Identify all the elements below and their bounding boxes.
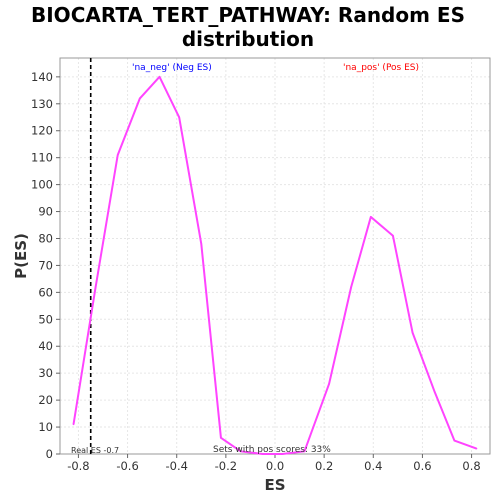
pos-es-legend-label: 'na_pos' (Pos ES) — [343, 63, 419, 73]
y-tick-label: 120 — [31, 124, 53, 138]
es-distribution-series-line — [72, 75, 477, 455]
x-axis-title: ES — [264, 476, 285, 494]
y-tick-label: 20 — [38, 393, 53, 407]
series-point — [116, 154, 119, 156]
y-axis-title: P(ES) — [12, 233, 30, 279]
y-tick-label: 110 — [31, 151, 53, 165]
y-tick-label: 70 — [38, 258, 53, 272]
x-tick-label: 0.6 — [413, 459, 431, 473]
neg-es-legend-label: 'na_neg' (Neg ES) — [132, 63, 212, 73]
series-point — [370, 216, 372, 218]
series-point — [94, 286, 97, 288]
y-tick-label: 60 — [38, 285, 53, 299]
y-tick-label: 40 — [38, 339, 53, 353]
series-point — [158, 76, 161, 78]
grid — [60, 58, 490, 455]
x-tick-label: 0.4 — [364, 459, 382, 473]
series-point — [139, 97, 141, 100]
series-point — [303, 450, 306, 453]
series-point — [200, 243, 203, 245]
series-point — [350, 286, 352, 288]
y-tick-label: 140 — [31, 70, 53, 84]
pos-scores-label: Sets with pos scores: 33% — [213, 445, 331, 455]
series-point — [453, 439, 456, 442]
series-point — [72, 423, 75, 426]
series-point — [433, 391, 436, 393]
series-point — [411, 331, 414, 334]
x-tick-label: 0.0 — [266, 459, 284, 473]
y-axis-ticks: 0 10 20 30 40 50 60 70 80 90 100 110 120 130 140 — [31, 70, 60, 461]
series-point — [261, 453, 264, 455]
y-tick-label: 130 — [31, 97, 53, 111]
series-point — [239, 450, 242, 453]
series-point — [475, 447, 478, 450]
series-point — [281, 453, 284, 455]
y-tick-label: 10 — [38, 420, 53, 434]
chart-title-line-1: BIOCARTA_TERT_PATHWAY: Random ES — [31, 3, 465, 27]
es-distribution-series-points — [72, 76, 478, 455]
series-point — [178, 116, 180, 119]
x-axis-ticks: -0.8 -0.6 -0.4 -0.2 0.0 0.2 0.4 0.6 0.8 — [67, 454, 481, 473]
y-tick-label: 0 — [46, 447, 53, 461]
x-tick-label: 0.8 — [462, 459, 480, 473]
y-tick-label: 90 — [38, 205, 53, 219]
series-point — [392, 234, 394, 237]
x-tick-label: 0.2 — [315, 459, 333, 473]
x-tick-label: -0.8 — [67, 459, 89, 473]
y-tick-label: 50 — [38, 312, 53, 326]
chart-title-line-2: distribution — [182, 27, 314, 51]
y-tick-label: 30 — [38, 366, 53, 380]
x-tick-label: -0.4 — [165, 459, 187, 473]
x-tick-label: -0.6 — [116, 459, 138, 473]
real-es-label: Real ES -0.7 — [71, 446, 119, 455]
y-tick-label: 100 — [31, 178, 53, 192]
series-point — [328, 383, 330, 385]
y-tick-label: 80 — [38, 231, 53, 245]
x-tick-label: -0.2 — [215, 459, 237, 473]
series-point — [220, 437, 222, 439]
